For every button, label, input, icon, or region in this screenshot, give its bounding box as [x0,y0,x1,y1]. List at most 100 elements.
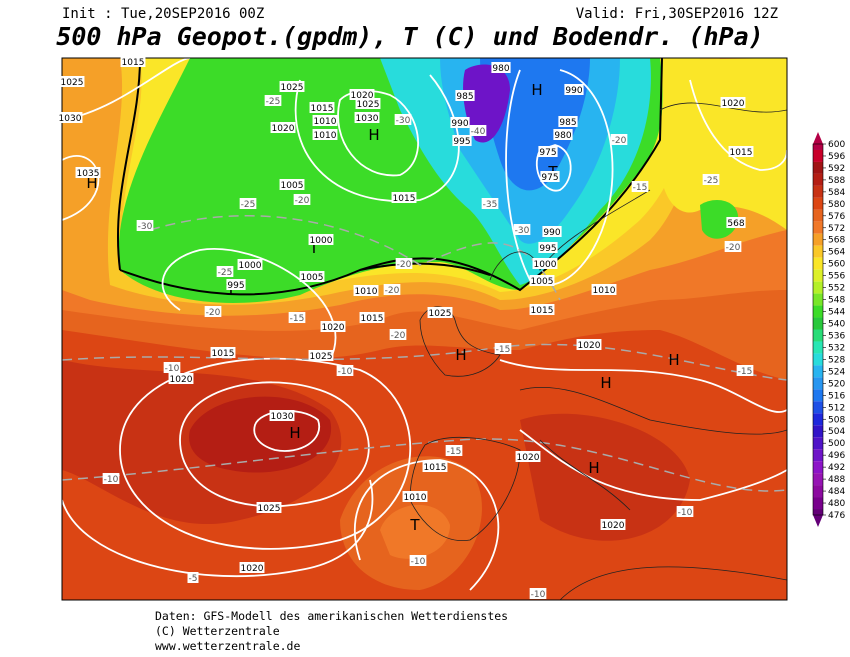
isobar-label: 975 [541,173,558,183]
label-box [59,76,85,87]
footer-line: Daten: GFS-Modell des amerikanischen Wet… [155,609,508,623]
pressure-center: H [86,174,97,192]
map-title: 500 hPa Geopot.(gpdm), T (C) und Bodendr… [56,22,763,51]
scale-label: 540 [828,320,845,330]
pressure-center: H [668,351,679,369]
scale-label: 568 [828,236,845,246]
scale-label: 512 [828,403,845,413]
label-box [389,329,407,340]
isobar-label: 1025 [357,100,380,110]
scale-swatch [813,509,823,515]
scale-label: 596 [828,152,845,162]
isobar-label: 975 [539,148,556,158]
scale-swatch [813,329,823,342]
temperature-label: -15 [633,183,648,193]
temperature-label: -25 [218,268,233,278]
temperature-label: -20 [206,308,221,318]
label-box [187,572,199,583]
label-box [724,241,742,252]
isobar-label: 1025 [258,504,281,514]
label-box [353,285,379,296]
scale-swatch [813,449,823,462]
pressure-center: H [368,126,379,144]
label-box [239,562,265,573]
isobar-label: 980 [554,131,571,141]
isobar-label: 1025 [61,78,84,88]
scale-swatch [813,144,823,150]
isobars [62,58,787,591]
scale-label: 480 [828,499,845,509]
label-box [564,84,584,95]
label-box [204,306,222,317]
scale-swatch [813,305,823,318]
label-box [553,129,573,140]
label-box [491,62,511,73]
scale-swatch [813,413,823,426]
scale-swatch [813,149,823,162]
scale-swatch [813,377,823,390]
label-box [216,266,234,277]
isobar-label: 1010 [355,287,378,297]
scale-swatch [813,233,823,246]
label-box [600,519,626,530]
label-box [529,588,547,599]
temperature-label: -20 [391,331,406,341]
field [189,396,332,473]
label-box [631,181,649,192]
scale-label: 564 [828,248,845,258]
isobar-label: 985 [559,118,576,128]
scale-arrow [813,132,823,144]
isobar-label: 1020 [322,323,345,333]
isobar-label: 1010 [404,493,427,503]
field [463,64,510,143]
label-box [312,129,338,140]
isobar-label: 1020 [170,375,193,385]
label-box [168,373,194,384]
label-box [445,445,463,456]
label-box [726,217,746,228]
temperature-label: -10 [411,557,426,567]
isobar-label: 1015 [361,314,384,324]
label-box [455,90,475,101]
isobar-label: 1015 [122,58,145,68]
temperature-label: -15 [290,314,305,324]
isobar-label: 1030 [356,114,379,124]
label-box [102,473,120,484]
scale-label: 544 [828,308,845,318]
scale-swatch [813,461,823,474]
scale-label: 520 [828,379,845,389]
pressure-center: H [588,459,599,477]
label-box [469,125,487,136]
isobar-label: 995 [453,137,470,147]
isobar-label: 1015 [212,349,235,359]
isobar-label: 980 [492,64,509,74]
label-box [558,116,578,127]
label-box [75,167,101,178]
isobar-label: 1020 [722,99,745,109]
scale-swatch [813,197,823,210]
label-box [532,258,558,269]
field [380,504,450,559]
label-box [702,174,720,185]
isobar-label: 1030 [271,412,294,422]
isobar-label: 1020 [602,521,625,531]
scale-swatch [813,497,823,510]
scale-swatch [813,173,823,186]
label-box [57,112,83,123]
scale-swatch [813,269,823,282]
scale-label: 508 [828,415,845,425]
label-box [359,312,385,323]
scale-label: 592 [828,164,845,174]
isobar-label: 1000 [310,236,333,246]
scale-swatch [813,293,823,306]
isobar-label: 1025 [281,83,304,93]
label-box [383,284,401,295]
label-box [515,451,541,462]
scale-label: 488 [828,475,845,485]
scale-label: 484 [828,487,845,497]
label-box [736,365,754,376]
scale-swatch [813,281,823,294]
label-box [239,198,257,209]
isobar-label: 1000 [239,261,262,271]
label-box [309,102,335,113]
